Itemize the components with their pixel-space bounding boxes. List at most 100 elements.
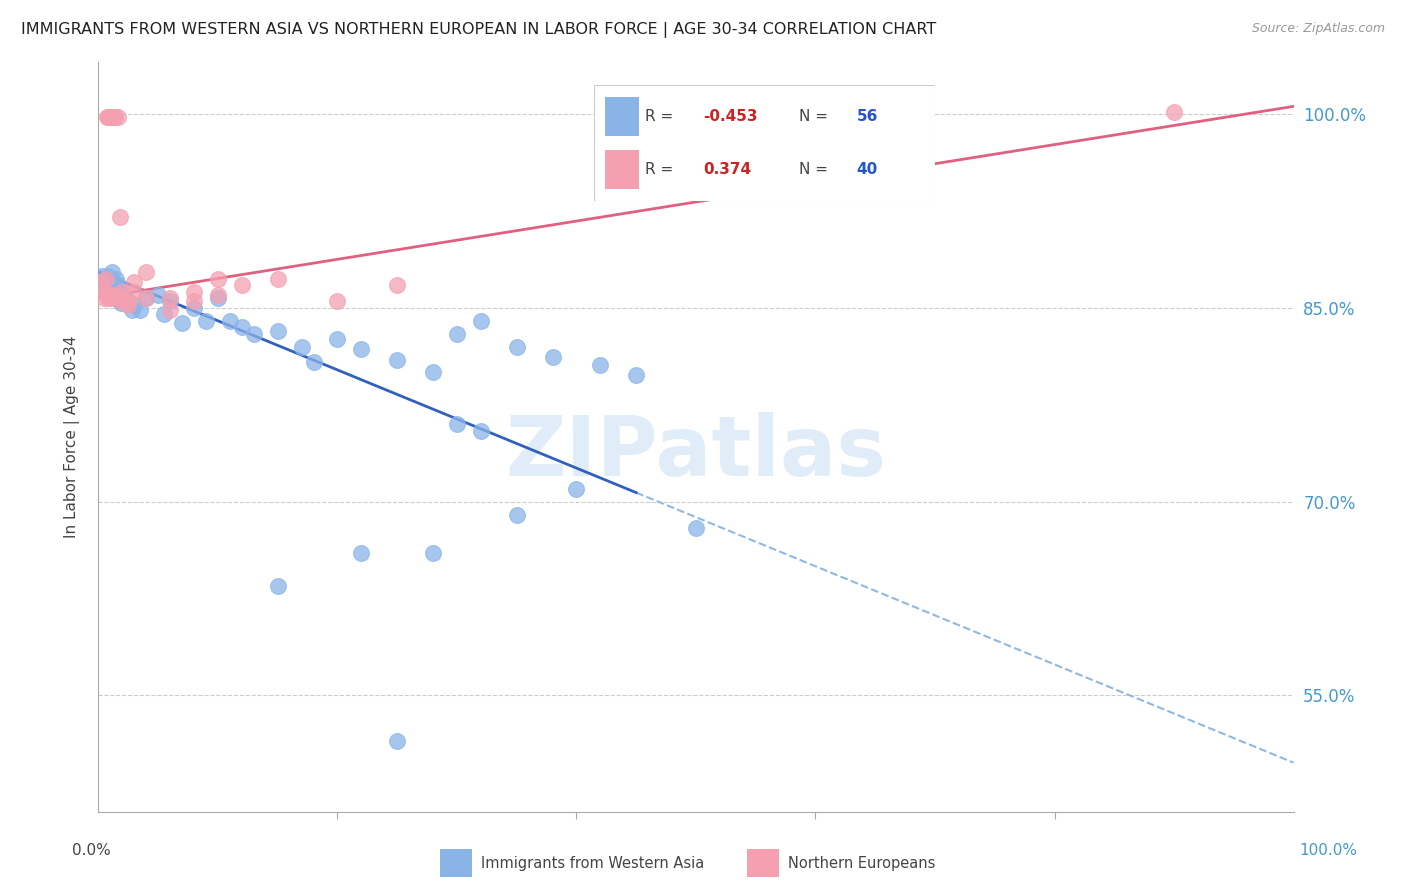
Point	[103, 110, 125, 124]
Point	[117, 298, 139, 312]
Point	[685, 520, 707, 534]
Point	[117, 294, 139, 309]
Point	[94, 272, 117, 286]
Point	[446, 326, 468, 341]
Point	[91, 285, 114, 300]
Point	[108, 285, 131, 300]
Point	[183, 285, 205, 300]
Point	[267, 579, 290, 593]
Point	[107, 288, 129, 302]
Point	[159, 303, 181, 318]
Point	[219, 314, 242, 328]
Point	[422, 546, 444, 560]
Point	[97, 291, 120, 305]
Point	[108, 211, 131, 225]
Point	[93, 291, 115, 305]
Point	[135, 291, 157, 305]
Point	[243, 326, 266, 341]
Point	[91, 275, 114, 289]
Point	[98, 291, 122, 305]
Point	[104, 291, 127, 305]
Text: Immigrants from Western Asia: Immigrants from Western Asia	[481, 855, 704, 871]
Point	[135, 291, 157, 305]
Point	[124, 298, 146, 312]
Point	[98, 277, 121, 291]
Y-axis label: In Labor Force | Age 30-34: In Labor Force | Age 30-34	[63, 335, 80, 539]
Point	[98, 281, 122, 295]
Point	[91, 268, 114, 283]
Point	[207, 288, 229, 302]
Point	[100, 265, 122, 279]
Point	[626, 368, 648, 382]
Point	[108, 291, 131, 305]
Point	[506, 340, 529, 354]
Point	[96, 280, 118, 294]
Point	[541, 350, 564, 364]
Point	[97, 110, 120, 124]
Point	[96, 110, 118, 124]
Point	[446, 417, 468, 432]
Point	[195, 314, 218, 328]
Point	[326, 294, 349, 309]
Point	[302, 355, 325, 369]
Point	[93, 277, 115, 292]
Point	[97, 268, 120, 283]
Point	[129, 303, 152, 318]
Point	[135, 265, 157, 279]
Point	[98, 110, 122, 124]
Point	[117, 294, 139, 309]
Point	[183, 294, 205, 309]
Point	[470, 424, 492, 438]
Point	[96, 288, 118, 302]
Point	[104, 291, 127, 305]
Point	[159, 294, 181, 309]
Point	[565, 482, 588, 496]
Text: 100.0%: 100.0%	[1299, 843, 1358, 858]
Point	[94, 272, 117, 286]
Point	[267, 324, 290, 338]
Point	[98, 288, 121, 302]
Point	[107, 277, 129, 292]
Point	[107, 293, 129, 307]
Point	[385, 277, 409, 292]
Text: 0.0%: 0.0%	[72, 843, 111, 858]
Point	[291, 340, 314, 354]
Point	[506, 508, 529, 522]
Point	[207, 291, 229, 305]
Text: Northern Europeans: Northern Europeans	[787, 855, 935, 871]
Point	[91, 275, 114, 289]
Point	[104, 110, 127, 124]
Point	[385, 733, 409, 747]
Point	[159, 291, 181, 305]
Point	[385, 352, 409, 367]
Point	[98, 110, 121, 124]
FancyBboxPatch shape	[747, 849, 779, 877]
Point	[172, 317, 194, 331]
Point	[101, 110, 124, 124]
Point	[110, 295, 132, 310]
Point	[470, 314, 492, 328]
Point	[103, 275, 125, 289]
Point	[124, 285, 146, 300]
Point	[101, 285, 124, 300]
Point	[231, 277, 253, 292]
FancyBboxPatch shape	[440, 849, 472, 877]
Point	[111, 294, 134, 309]
Point	[111, 288, 134, 302]
Point	[183, 301, 205, 315]
Point	[350, 343, 373, 357]
Point	[350, 546, 373, 560]
Point	[153, 307, 176, 321]
Point	[207, 272, 229, 286]
Text: ZIPatlas: ZIPatlas	[506, 411, 886, 492]
Point	[111, 285, 134, 300]
Point	[107, 110, 129, 124]
Text: Source: ZipAtlas.com: Source: ZipAtlas.com	[1251, 22, 1385, 36]
Point	[231, 320, 253, 334]
Point	[589, 358, 612, 372]
Point	[422, 366, 444, 380]
Point	[105, 272, 128, 286]
Point	[124, 275, 146, 289]
Point	[101, 288, 124, 302]
Text: IMMIGRANTS FROM WESTERN ASIA VS NORTHERN EUROPEAN IN LABOR FORCE | AGE 30-34 COR: IMMIGRANTS FROM WESTERN ASIA VS NORTHERN…	[21, 22, 936, 38]
